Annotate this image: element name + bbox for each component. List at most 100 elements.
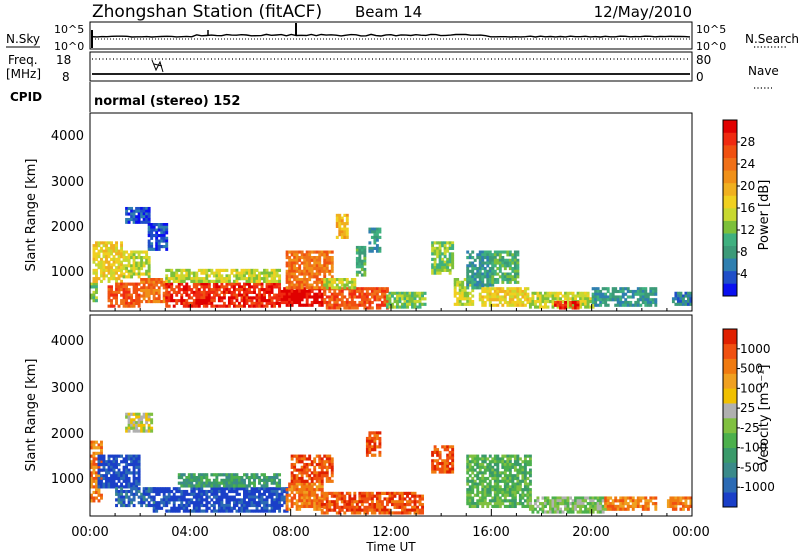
power-cell bbox=[340, 300, 344, 305]
velocity-cell bbox=[523, 482, 527, 486]
power-cell bbox=[589, 297, 593, 301]
velocity-cell bbox=[348, 500, 352, 504]
velocity-cell bbox=[132, 479, 136, 483]
velocity-cell bbox=[686, 496, 690, 500]
power-cell bbox=[538, 297, 542, 301]
power-cell bbox=[303, 269, 307, 273]
power-cell bbox=[338, 222, 342, 226]
power-cell bbox=[125, 217, 129, 222]
velocity-cell bbox=[105, 471, 108, 475]
power-cell bbox=[167, 277, 171, 281]
power-cell bbox=[152, 297, 156, 301]
velocity-cell bbox=[639, 504, 643, 509]
power-cell bbox=[644, 289, 648, 294]
velocity-cell bbox=[135, 429, 139, 433]
velocity-cell bbox=[140, 501, 144, 505]
velocity-cell bbox=[436, 450, 440, 455]
power-cell bbox=[320, 286, 324, 290]
velocity-cell bbox=[318, 476, 322, 481]
power-cell bbox=[508, 261, 512, 265]
velocity-cell bbox=[278, 495, 282, 499]
power-cell bbox=[235, 268, 239, 272]
velocity-cell bbox=[300, 499, 304, 503]
velocity-cell bbox=[232, 495, 236, 499]
velocity-cell bbox=[481, 504, 485, 509]
power-cell bbox=[135, 267, 139, 271]
power-cell bbox=[187, 304, 191, 308]
velocity-cell bbox=[97, 485, 101, 489]
power-cell bbox=[308, 253, 312, 257]
velocity-cell bbox=[551, 510, 555, 514]
velocity-cell bbox=[483, 454, 487, 458]
velocity-cell bbox=[360, 491, 364, 495]
velocity-cell bbox=[644, 502, 648, 506]
velocity-cell bbox=[110, 454, 113, 458]
velocity-cell bbox=[411, 505, 414, 509]
power-cell bbox=[383, 298, 387, 302]
velocity-cell bbox=[646, 507, 650, 511]
velocity-cell bbox=[471, 476, 475, 481]
power-cell bbox=[493, 295, 497, 299]
power-cell bbox=[644, 300, 648, 305]
velocity-cell bbox=[217, 506, 221, 510]
velocity-cell bbox=[559, 502, 562, 506]
power-cell bbox=[350, 283, 354, 287]
power-cell bbox=[202, 279, 206, 283]
velocity-cell bbox=[644, 504, 648, 509]
velocity-cell bbox=[305, 488, 309, 492]
power-cell bbox=[315, 250, 319, 254]
velocity-cell bbox=[644, 499, 648, 503]
power-cell bbox=[506, 287, 510, 291]
power-cell bbox=[431, 241, 435, 245]
velocity-cell bbox=[496, 485, 500, 489]
velocity-cell bbox=[636, 496, 640, 500]
power-cell bbox=[215, 274, 219, 278]
power-cell bbox=[325, 295, 329, 299]
velocity-cell bbox=[112, 454, 116, 458]
power-cell bbox=[350, 286, 354, 290]
velocity-cell bbox=[132, 418, 136, 422]
power-cell bbox=[278, 279, 282, 283]
power-cell bbox=[110, 299, 113, 303]
velocity-cell bbox=[616, 499, 620, 503]
power-cell bbox=[115, 244, 118, 248]
power-cell bbox=[152, 225, 156, 229]
power-cell bbox=[232, 293, 236, 297]
power-cell bbox=[122, 288, 126, 292]
velocity-cell bbox=[253, 481, 256, 485]
power-cell bbox=[170, 282, 174, 286]
power-cell bbox=[303, 278, 307, 282]
velocity-cell bbox=[373, 494, 377, 498]
velocity-cell bbox=[513, 476, 517, 481]
power-cell bbox=[285, 303, 289, 307]
velocity-cell bbox=[483, 476, 487, 481]
velocity-cell bbox=[488, 502, 492, 506]
power-cell bbox=[483, 289, 487, 294]
power-cell bbox=[526, 298, 530, 302]
power-cell bbox=[333, 286, 337, 290]
velocity-cell bbox=[498, 485, 502, 489]
velocity-cell bbox=[313, 476, 317, 481]
power-cell bbox=[586, 291, 590, 295]
xaxis-label: Time UT bbox=[365, 540, 416, 554]
velocity-cell bbox=[90, 496, 93, 500]
velocity-cell bbox=[130, 482, 134, 486]
power-cell bbox=[112, 290, 116, 294]
power-cell bbox=[298, 283, 302, 287]
power-cell bbox=[215, 288, 219, 292]
velocity-cell bbox=[491, 465, 495, 469]
velocity-cell bbox=[624, 507, 628, 511]
power-cell bbox=[363, 251, 367, 255]
velocity-cell bbox=[451, 467, 455, 471]
power-cell bbox=[308, 250, 312, 254]
power-cell bbox=[634, 303, 638, 307]
power-cell bbox=[320, 267, 324, 271]
velocity-cell bbox=[90, 460, 93, 464]
power-cell bbox=[466, 297, 470, 301]
velocity-cell bbox=[147, 412, 151, 416]
velocity-cell bbox=[468, 454, 472, 458]
power-cell bbox=[325, 280, 329, 284]
velocity-cell bbox=[248, 484, 251, 488]
power-cell bbox=[320, 269, 324, 273]
velocity-cell bbox=[155, 492, 159, 496]
